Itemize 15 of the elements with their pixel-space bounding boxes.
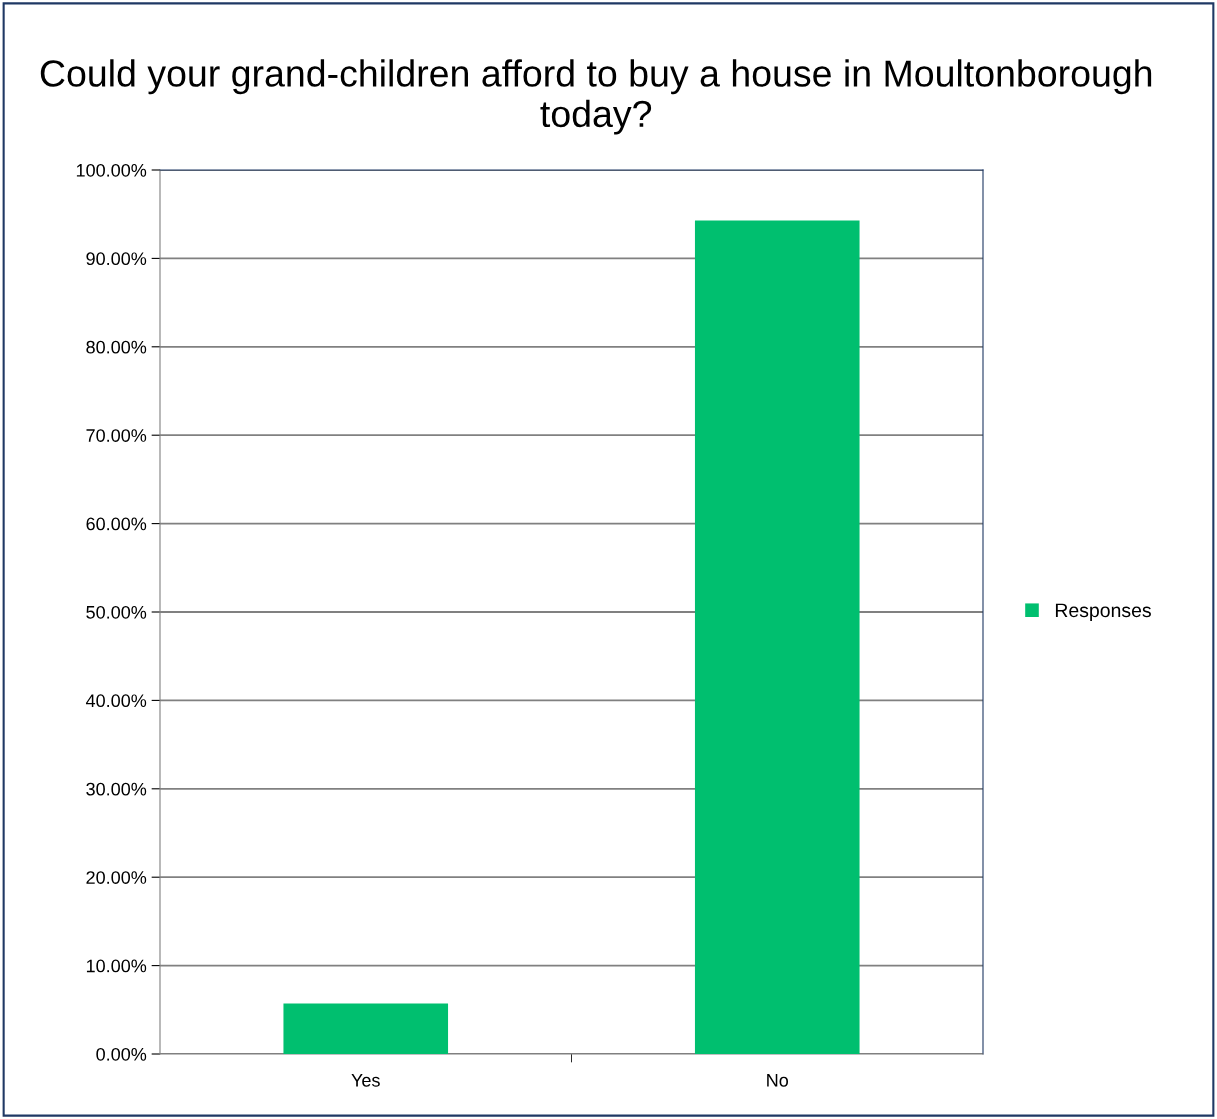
y-tick-label: 10.00% bbox=[86, 959, 147, 973]
y-tick-label: 40.00% bbox=[85, 694, 147, 708]
legend-label: Responses bbox=[1055, 603, 1151, 622]
y-tick-label: 70.00% bbox=[86, 429, 147, 442]
y-tick-label: 90.00% bbox=[86, 252, 147, 266]
chart-title: Could your grand-children afford to buy a house in Moultonborough today? bbox=[40, 59, 1152, 135]
y-tick-label: 80.00% bbox=[86, 340, 147, 354]
y-tick-label: 50.00% bbox=[86, 605, 147, 619]
x-tick-label: Yes bbox=[351, 1074, 380, 1087]
x-tick-label: No bbox=[767, 1074, 789, 1087]
y-tick-label: 60.00% bbox=[86, 517, 147, 531]
y-tick-label: 30.00% bbox=[86, 782, 147, 796]
y-tick-label: 0.00% bbox=[96, 1047, 147, 1061]
y-tick-label: 100.00% bbox=[76, 163, 147, 177]
y-tick-label: 20.00% bbox=[86, 871, 147, 884]
